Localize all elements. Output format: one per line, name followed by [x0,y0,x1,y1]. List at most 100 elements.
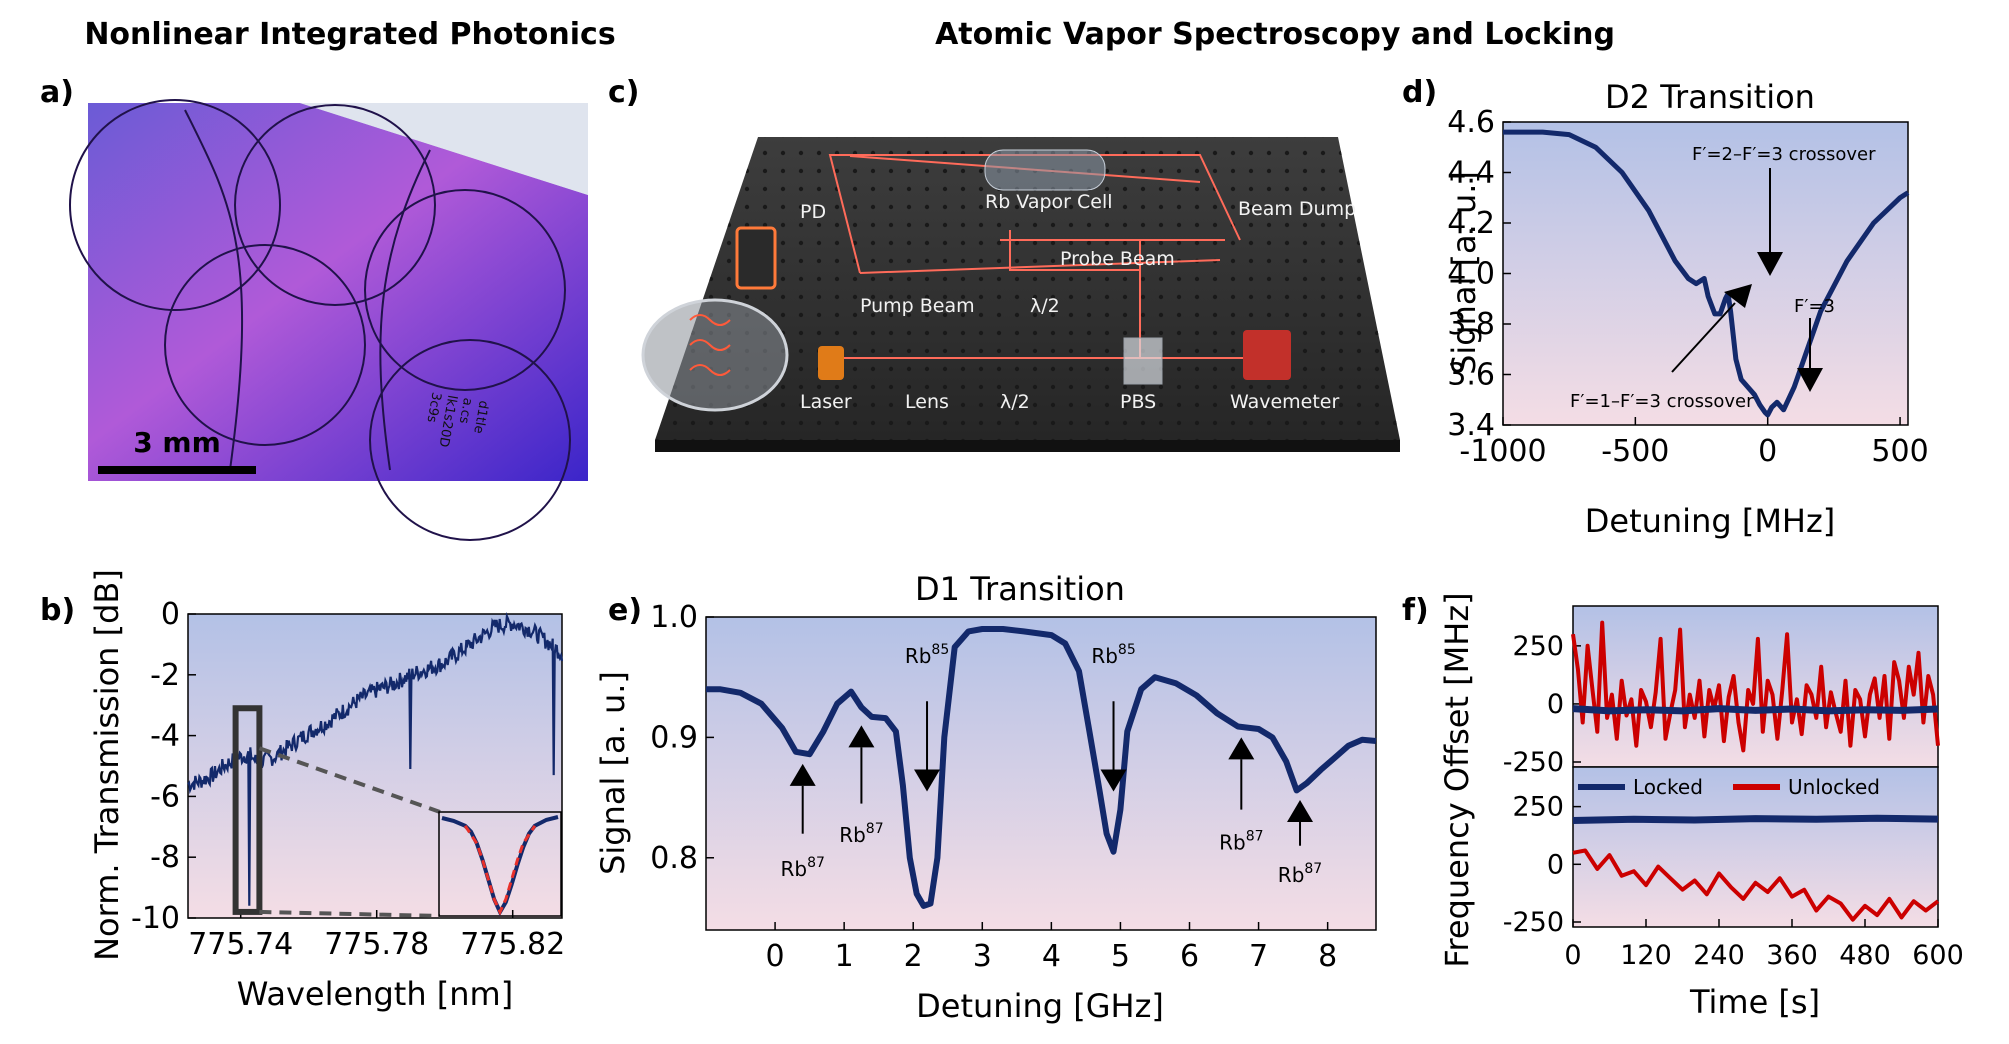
ylabel-e: Signal [a. u.] [594,671,632,875]
y-tick-label: 250 [1512,631,1564,662]
x-tick-label: 480 [1839,940,1891,971]
y-tick-label: 4.0 [1447,257,1495,292]
annotation-label: Rb87 [839,821,883,847]
series-b-transmission [187,611,564,906]
legend-locked: Locked [1633,775,1703,799]
label-beam-dump: Beam Dump [1238,198,1356,220]
y-tick-label: 4.4 [1447,156,1495,191]
label-half-wave-1: λ/2 [1030,295,1060,317]
series-d-signal [1503,129,1910,418]
breadboard-edge [655,440,1400,452]
x-tick-label: 2 [904,939,923,974]
label-laser: Laser [800,391,852,413]
plot-area-f-bottom [1572,766,1939,928]
x-tick-label: 7 [1249,939,1268,974]
panel-d-chart: D2 Transition -1000 -500 0 500 3.4 3.6 3.8 4.0 4… [1445,78,1929,540]
microring [369,339,571,541]
panel-label-b: b) [40,593,75,628]
label-pump-beam: Pump Beam [860,295,975,317]
annotations-e: Rb87 Rb87 Rb85 Rb85 Rb87 Rb87 [780,642,1322,887]
label-half-wave-2: λ/2 [1000,391,1030,413]
xlabel-b: Wavelength [nm] [237,975,513,1013]
label-lens: Lens [905,391,949,413]
panel-label-d: d) [1402,75,1437,110]
y-tick-label: -4 [150,719,180,754]
annotation-f3: F′=3 [1794,296,1835,317]
y-tick-label: 4.2 [1447,206,1495,241]
chip-engraving: d1tle a.cs lk1s20D 3c9s [423,391,491,448]
x-tick-label: 120 [1620,940,1672,971]
x-tick-label: -500 [1601,434,1669,469]
x-tick-label: 600 [1912,940,1964,971]
photodiode [735,226,777,290]
panel-label-f: f) [1402,593,1429,628]
x-tick-label: 240 [1693,940,1745,971]
series-f-bottom-unlocked [1572,848,1940,922]
y-tick-label: -2 [150,658,180,693]
y-tick-label: 0 [1547,849,1564,880]
annotation-arrow-head [1100,769,1127,792]
magnifier-lens [641,298,789,412]
zoom-connector [259,909,441,918]
ticks-d: -1000 -500 0 500 3.4 3.6 3.8 4.0 4.2 4.4 4.6 [1447,105,1928,469]
wavemeter-box [1243,330,1291,380]
panel-label-a: a) [40,75,74,110]
y-tick-label: -10 [131,901,180,936]
series-f-top-locked [1572,705,1939,715]
zoom-box [232,705,263,915]
microring [234,104,436,306]
arrow-head [1757,252,1783,276]
microring [364,189,566,391]
y-tick-label: 3.4 [1447,408,1495,443]
waveguide-loop [689,339,731,351]
y-tick-label: 250 [1512,792,1564,823]
scale-bar [98,466,256,474]
panel-label-e: e) [608,593,642,628]
series-f-bottom-locked [1572,814,1939,824]
chip-corner [300,103,588,195]
label-rb-cell: Rb Vapor Cell [985,191,1113,213]
x-tick-label: 500 [1871,434,1928,469]
waveguide-loop [689,314,731,326]
label-pd: PD [800,201,826,223]
vapor-cell [984,149,1106,191]
waveguide-loop [689,364,731,376]
microring-resonators [69,99,571,541]
probe-branch [1009,230,1140,271]
ticks-b: 775.74 775.78 775.82 0 -2 -4 -6 -8 -10 [131,597,565,962]
microring [69,99,281,311]
title-d: D2 Transition [1605,78,1815,116]
annotation-arrow-head [1287,799,1314,822]
header-nonlinear: Nonlinear Integrated Photonics [84,17,615,52]
scale-bar-label: 3 mm [133,426,221,459]
x-tick-label: 3 [973,939,992,974]
chip-text-line: d1tle [470,399,491,434]
plot-area-e [705,616,1377,931]
chip-wafer [88,103,588,481]
x-tick-label: 0 [1564,940,1581,971]
x-tick-label: 0 [766,939,785,974]
ylabel-b: Norm. Transmission [dB] [88,569,126,961]
annotation-label: Rb85 [1091,642,1135,668]
x-tick-label: 775.78 [324,927,429,962]
panel-a-photo: d1tle a.cs lk1s20D 3c9s 3 mm [69,99,588,541]
y-tick-label: 1.0 [650,600,698,635]
annotation-arrow-head [789,763,816,786]
y-tick-label: -250 [1503,907,1564,938]
inset-frame [438,811,562,917]
annotation-label: Rb87 [780,855,824,881]
chip-text-line: a.cs [456,397,475,425]
annotation-arrow-head [848,725,875,748]
x-tick-label: 775.74 [188,927,293,962]
x-tick-label: 5 [1111,939,1130,974]
xlabel-d: Detuning [MHz] [1585,502,1836,540]
pbs-cube [1123,337,1163,385]
y-tick-label: -250 [1503,747,1564,778]
arrow-shaft [1671,302,1736,373]
y-tick-label: 0.8 [650,841,698,876]
annotation-arrow-head [914,769,941,792]
plot-area-b [187,613,563,919]
annotation-label: Rb87 [1278,861,1322,887]
y-tick-label: 3.6 [1447,358,1495,393]
